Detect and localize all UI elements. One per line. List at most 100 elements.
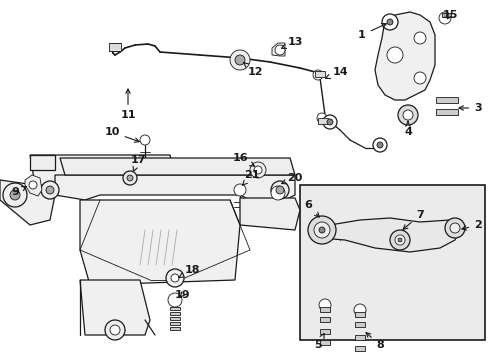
Circle shape	[41, 181, 59, 199]
Circle shape	[127, 175, 133, 181]
Circle shape	[402, 110, 412, 120]
Circle shape	[413, 72, 425, 84]
Circle shape	[249, 162, 265, 178]
Text: 6: 6	[304, 200, 319, 217]
Circle shape	[270, 181, 288, 199]
Circle shape	[449, 223, 459, 233]
Circle shape	[10, 190, 20, 200]
Text: 14: 14	[325, 67, 347, 78]
Bar	[170, 317, 180, 320]
Circle shape	[326, 119, 332, 125]
Polygon shape	[271, 43, 285, 56]
Bar	[109, 43, 121, 51]
Text: 20: 20	[281, 173, 302, 184]
Bar	[435, 97, 457, 103]
Circle shape	[413, 32, 425, 44]
Bar	[319, 340, 329, 345]
Circle shape	[397, 105, 417, 125]
Text: 12: 12	[243, 62, 262, 77]
Text: 21: 21	[242, 170, 259, 185]
Circle shape	[372, 138, 386, 152]
Bar	[354, 346, 364, 351]
Bar	[435, 109, 457, 115]
Circle shape	[323, 115, 336, 129]
Polygon shape	[60, 158, 294, 175]
Polygon shape	[311, 218, 459, 252]
Circle shape	[234, 184, 245, 196]
Circle shape	[312, 70, 323, 80]
Circle shape	[270, 186, 285, 200]
Polygon shape	[80, 200, 240, 285]
Circle shape	[444, 218, 464, 238]
Text: 9: 9	[11, 186, 26, 197]
Circle shape	[275, 186, 284, 194]
Bar	[319, 307, 329, 312]
Circle shape	[438, 12, 450, 24]
Circle shape	[229, 50, 249, 70]
Circle shape	[397, 238, 401, 242]
Polygon shape	[374, 12, 434, 100]
Bar	[299, 185, 484, 340]
Text: 11: 11	[120, 89, 136, 120]
Circle shape	[271, 184, 284, 196]
Bar	[319, 317, 329, 322]
Polygon shape	[55, 175, 294, 200]
Circle shape	[318, 227, 325, 233]
Circle shape	[394, 235, 404, 245]
Bar	[441, 13, 450, 17]
Polygon shape	[30, 155, 55, 170]
Circle shape	[29, 181, 37, 189]
Text: 2: 2	[461, 220, 481, 230]
Bar	[314, 71, 325, 77]
Bar	[170, 307, 180, 310]
Circle shape	[307, 216, 335, 244]
Circle shape	[171, 274, 179, 282]
Circle shape	[316, 113, 326, 123]
Text: 3: 3	[458, 103, 481, 113]
Circle shape	[110, 325, 120, 335]
Text: 8: 8	[365, 333, 383, 350]
Bar	[170, 312, 180, 315]
Bar	[170, 327, 180, 330]
Text: 13: 13	[281, 37, 302, 48]
Polygon shape	[30, 155, 175, 185]
Text: 17: 17	[130, 155, 145, 171]
Circle shape	[274, 45, 285, 55]
Circle shape	[389, 230, 409, 250]
Bar	[354, 335, 364, 340]
Text: 10: 10	[104, 127, 139, 142]
Circle shape	[253, 166, 262, 174]
Text: 18: 18	[179, 265, 199, 278]
Text: 4: 4	[403, 121, 411, 137]
Circle shape	[235, 55, 244, 65]
Bar	[354, 322, 364, 327]
Polygon shape	[240, 198, 299, 230]
Circle shape	[386, 19, 392, 25]
Circle shape	[313, 222, 329, 238]
Circle shape	[165, 269, 183, 287]
Circle shape	[318, 299, 330, 311]
Polygon shape	[80, 280, 150, 335]
Bar	[317, 118, 327, 124]
Text: 7: 7	[402, 210, 423, 229]
Circle shape	[140, 135, 150, 145]
Circle shape	[353, 304, 365, 316]
Circle shape	[381, 14, 397, 30]
Circle shape	[105, 320, 125, 340]
Circle shape	[376, 142, 382, 148]
Polygon shape	[25, 175, 42, 196]
Polygon shape	[0, 180, 55, 225]
Text: 1: 1	[357, 23, 386, 40]
Text: 16: 16	[232, 153, 254, 166]
Text: 15: 15	[442, 10, 457, 20]
Text: 5: 5	[314, 334, 324, 350]
Circle shape	[386, 47, 402, 63]
Circle shape	[46, 186, 54, 194]
Bar	[170, 322, 180, 325]
Text: 19: 19	[174, 290, 189, 300]
Bar	[354, 312, 364, 317]
Circle shape	[123, 171, 137, 185]
Circle shape	[3, 183, 27, 207]
Circle shape	[168, 293, 182, 307]
Bar	[319, 329, 329, 334]
